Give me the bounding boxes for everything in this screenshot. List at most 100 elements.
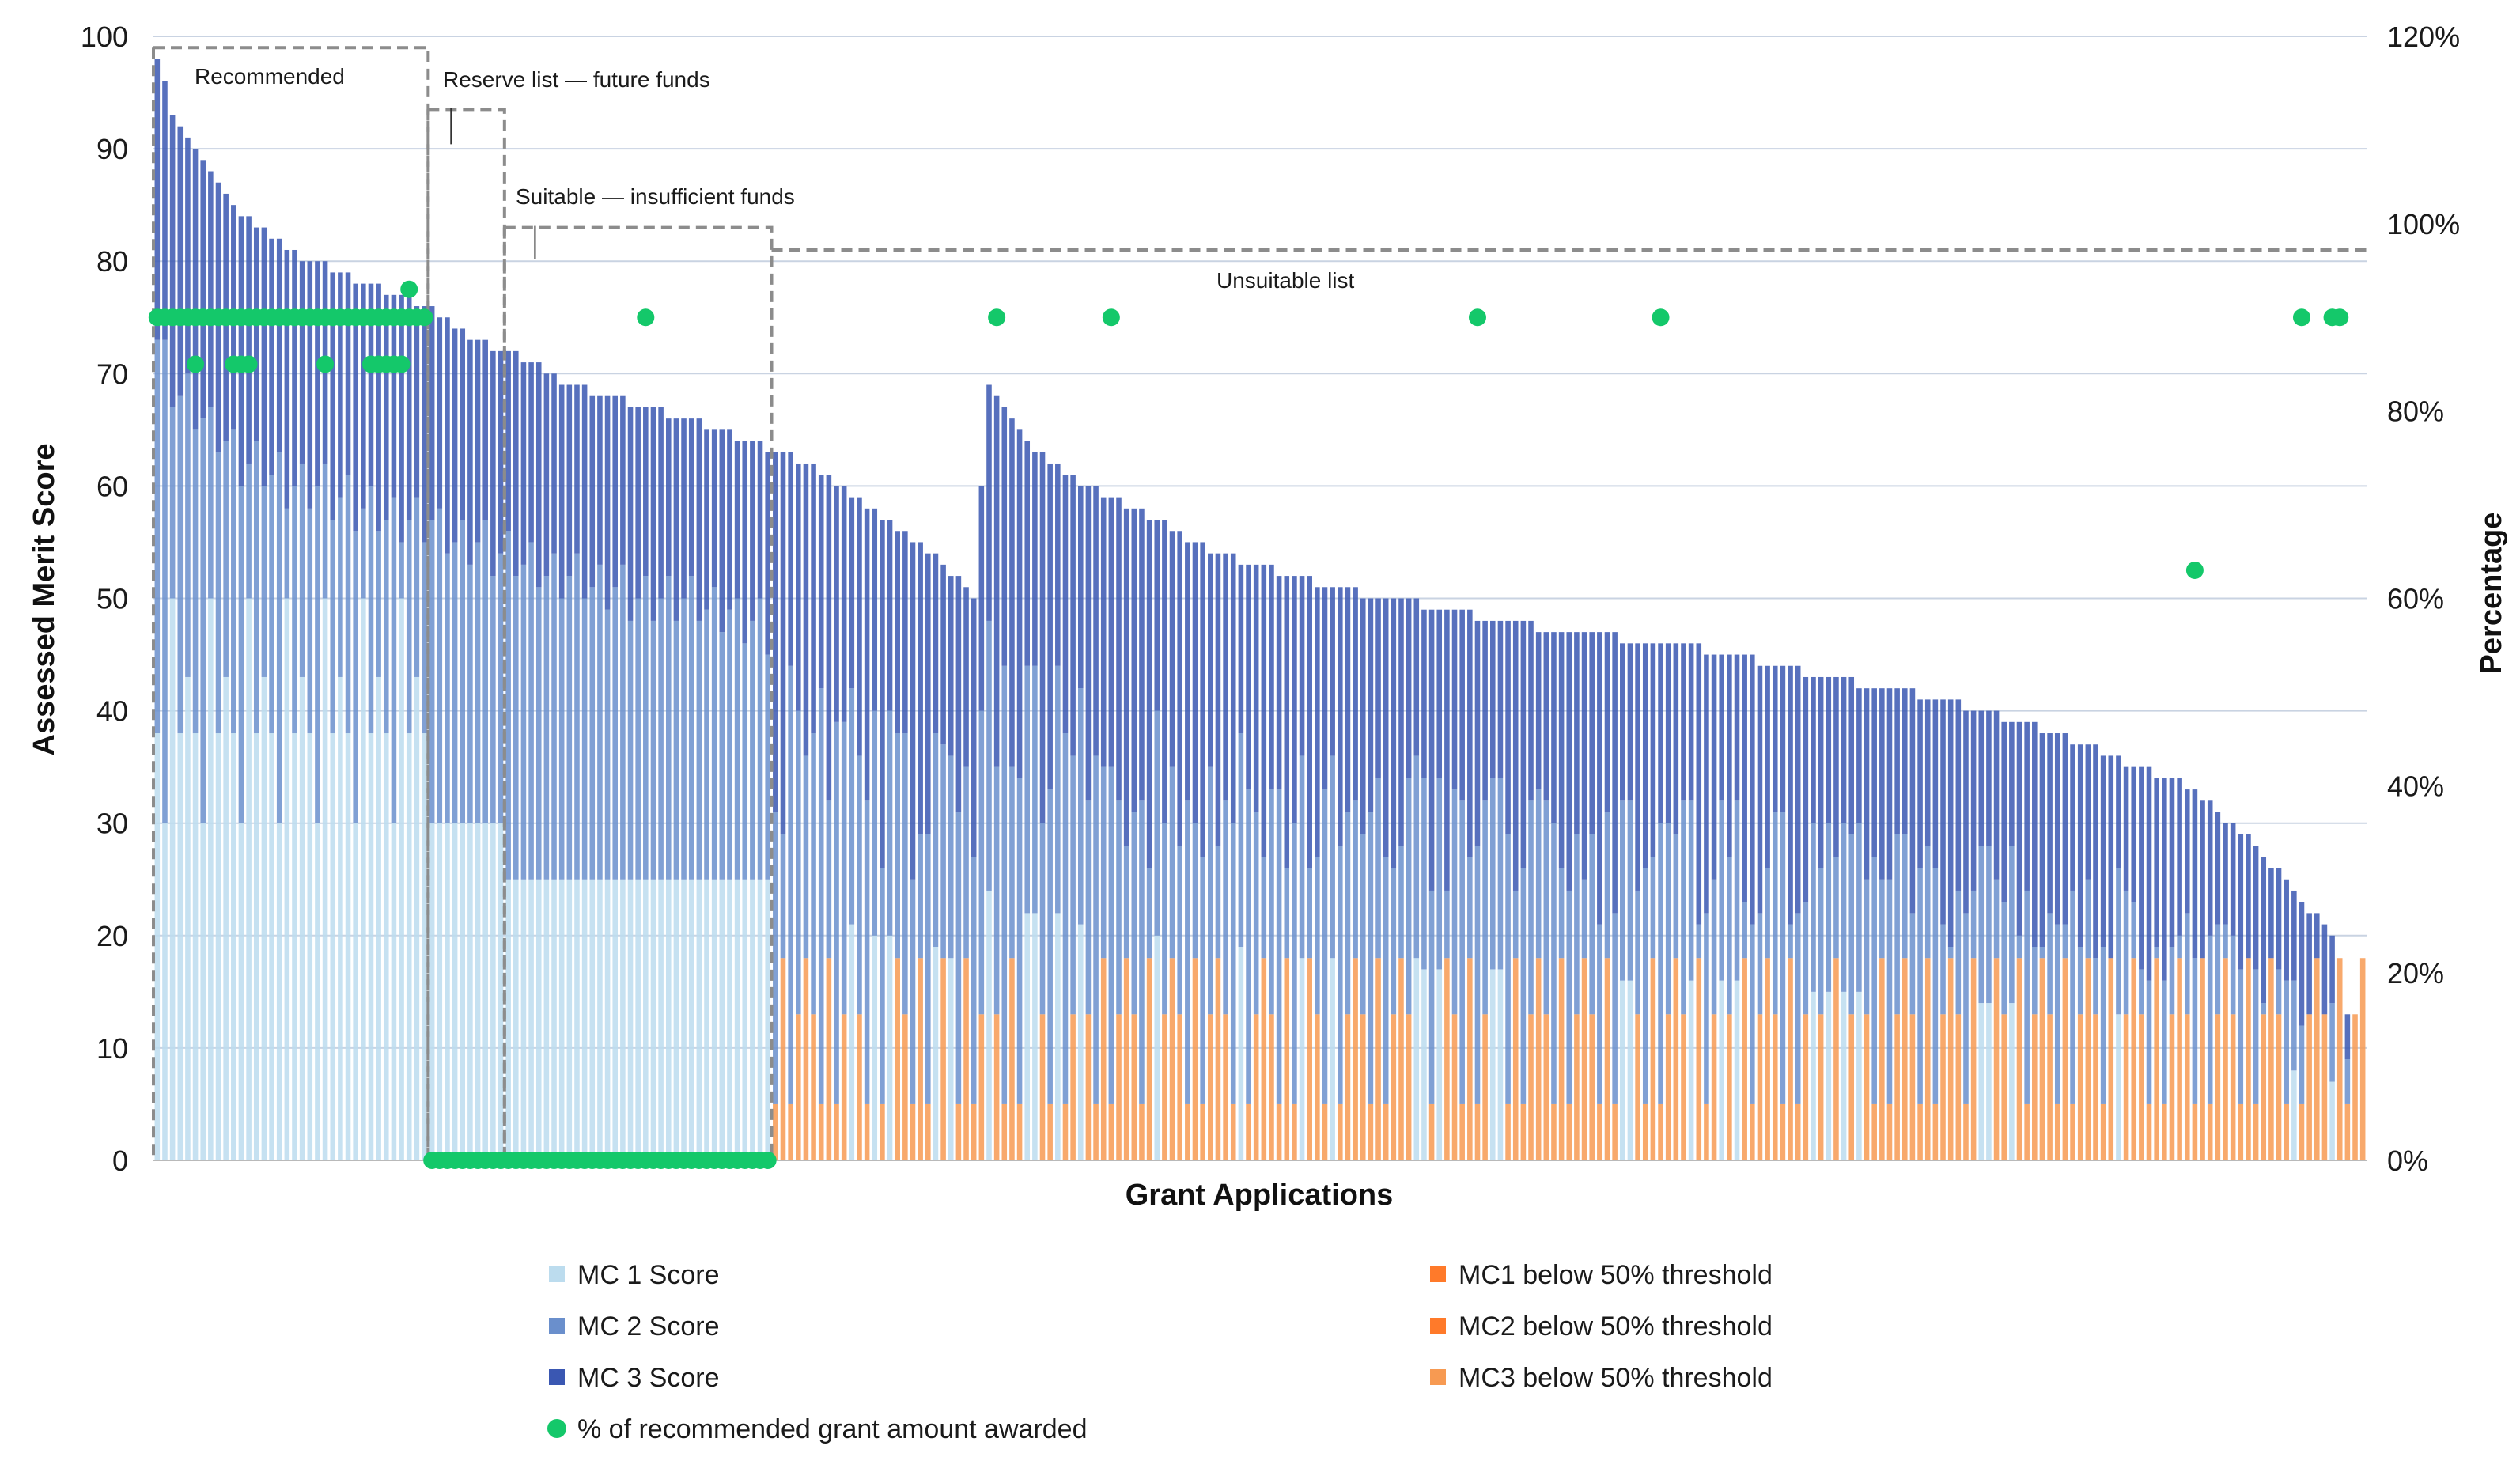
mc2-segment	[208, 407, 214, 599]
y2-axis-title: Percentage	[2475, 513, 2508, 675]
mc3-segment	[1780, 665, 1786, 812]
mc1-segment	[192, 733, 199, 1160]
mc2-segment	[1811, 823, 1816, 992]
mc3-segment	[948, 576, 954, 756]
mc1-segment	[620, 879, 626, 1160]
mc2-segment	[986, 620, 992, 891]
mc2-segment	[734, 598, 740, 880]
mc3-segment	[253, 227, 259, 441]
mc2-segment	[1338, 846, 1343, 1104]
mc1-segment	[345, 733, 351, 1160]
mc3-segment	[1215, 553, 1221, 846]
mc-below-threshold-segment	[2321, 1014, 2328, 1160]
mc3-segment	[1681, 643, 1686, 801]
mc-below-threshold-segment	[1230, 1103, 1236, 1160]
mc3-segment	[1902, 688, 1908, 834]
mc1-segment	[1055, 913, 1061, 1160]
mc3-segment	[2100, 755, 2106, 948]
mc2-segment	[1032, 665, 1038, 914]
mc-below-threshold-segment	[895, 958, 900, 1160]
mc3-segment	[1322, 587, 1328, 790]
mc3-segment	[1574, 632, 1580, 834]
mc3-segment	[1772, 665, 1778, 812]
mc2-segment	[238, 486, 244, 823]
mc2-segment	[719, 632, 725, 880]
mc3-segment	[437, 317, 443, 509]
mc2-segment	[1139, 800, 1145, 1104]
mc3-segment	[1307, 576, 1312, 868]
mc1-segment	[673, 879, 679, 1160]
mc3-segment	[704, 429, 709, 610]
mc3-segment	[955, 576, 962, 812]
legend-swatch-mc2	[549, 1318, 565, 1334]
mc3-segment	[665, 418, 672, 577]
mc2-segment	[1520, 868, 1527, 1104]
mc3-segment	[1093, 486, 1099, 756]
legend-label-mc2_below: MC2 below 50% threshold	[1459, 1311, 1773, 1341]
mc3-segment	[864, 508, 870, 801]
legend-swatch-mc1	[549, 1266, 565, 1282]
mc3-segment	[543, 373, 550, 577]
mc2-segment	[414, 497, 420, 677]
mc2-segment	[780, 834, 786, 959]
mc2-segment	[437, 508, 443, 823]
mc3-segment	[1734, 654, 1740, 801]
mc1-segment	[185, 676, 191, 1160]
mc2-segment	[1970, 890, 1977, 959]
mc3-segment	[1024, 441, 1031, 666]
mc-below-threshold-segment	[2169, 1014, 2175, 1160]
mc3-segment	[1269, 564, 1274, 790]
mc2-segment	[1421, 778, 1427, 970]
mc3-segment	[1879, 688, 1885, 880]
mc3-segment	[406, 294, 412, 520]
mc3-segment	[796, 463, 801, 711]
mc2-segment	[1436, 778, 1443, 970]
mc2-segment	[1963, 913, 1969, 1104]
mc3-segment	[1230, 553, 1236, 823]
mc1-segment	[422, 733, 427, 1160]
mc1-segment	[467, 823, 473, 1160]
mc1-segment	[742, 879, 748, 1160]
mc-below-threshold-segment	[2123, 1014, 2129, 1160]
mc3-segment	[734, 441, 740, 599]
awarded-percent-dot	[187, 355, 205, 373]
mc-below-threshold-segment	[2336, 958, 2343, 1160]
mc3-segment	[841, 486, 847, 722]
awarded-percent-dot	[316, 355, 335, 373]
mc-below-threshold-segment	[1383, 1103, 1389, 1160]
mc2-segment	[1169, 766, 1175, 959]
mc2-segment	[788, 665, 793, 1104]
mc3-segment	[1353, 587, 1358, 801]
mc1-segment	[475, 823, 481, 1160]
mc-below-threshold-segment	[1932, 1103, 1939, 1160]
mc3-segment	[780, 452, 786, 834]
mc-below-threshold-segment	[2268, 958, 2274, 1160]
mc2-segment	[1848, 834, 1855, 1015]
mc3-segment	[1750, 654, 1755, 925]
mc-below-threshold-segment	[2223, 958, 2228, 1160]
mc2-segment	[1978, 846, 1985, 1004]
mc2-segment	[1162, 823, 1167, 1015]
mc2-segment	[635, 598, 641, 880]
mc-below-threshold-segment	[2261, 1014, 2267, 1160]
mc2-segment	[826, 800, 832, 959]
y-tick-label: 0	[112, 1145, 128, 1177]
mc2-segment	[2123, 890, 2129, 1015]
mc-below-threshold-segment	[1009, 958, 1015, 1160]
mc3-segment	[1894, 688, 1900, 834]
mc1-segment	[757, 879, 763, 1160]
mc3-segment	[933, 553, 939, 734]
mc1-segment	[437, 823, 443, 1160]
mc1-segment	[399, 598, 404, 1160]
mc1-segment	[688, 879, 694, 1160]
mc3-segment	[2230, 823, 2236, 936]
mc2-segment	[978, 710, 985, 1015]
x-axis-title: Grant Applications	[1126, 1179, 1394, 1212]
mc-below-threshold-segment	[2024, 1103, 2030, 1160]
mc3-segment	[185, 137, 191, 374]
mc-below-threshold-segment	[1482, 1014, 1488, 1160]
mc3-segment	[2024, 721, 2030, 891]
mc3-segment	[597, 395, 603, 565]
mc-below-threshold-segment	[1520, 1103, 1527, 1160]
mc3-segment	[1711, 654, 1717, 880]
